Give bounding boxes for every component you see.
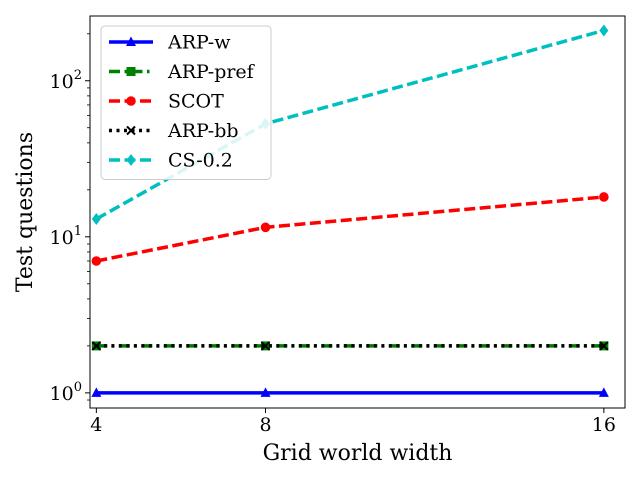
legend-item-cs-0-2: CS-0.2 (109, 150, 233, 172)
legend: ARP-w ARP-pref SCOT ARP-bb CS-0.2 (100, 25, 272, 180)
data-point-arp-w (260, 387, 271, 397)
y-tick-base: 10 (50, 227, 74, 249)
data-point-arp-w (598, 387, 609, 397)
series-arp-w (91, 387, 609, 397)
y-tick-base: 10 (50, 383, 74, 405)
y-axis-label: Test questions (13, 132, 38, 292)
data-point-cs-0-2 (91, 213, 101, 226)
data-point-arp-bb (260, 341, 271, 351)
data-point-scot (599, 192, 609, 202)
legend-label: CS-0.2 (168, 150, 233, 172)
data-point-scot (91, 256, 102, 266)
y-tick-label: 102 (50, 68, 82, 93)
legend-label: ARP-bb (167, 120, 239, 142)
marker-stroke (599, 341, 609, 351)
y-tick-exponent: 2 (74, 68, 82, 83)
data-point-scot (260, 222, 271, 233)
legend-marker (126, 125, 136, 136)
legend-marker (126, 154, 136, 166)
data-point-arp-bb (91, 341, 102, 351)
legend-frame (100, 25, 272, 180)
data-point-arp-w (91, 387, 102, 397)
legend-label: ARP-pref (167, 61, 256, 83)
marker-stroke (126, 125, 136, 136)
series-scot (91, 192, 609, 266)
y-tick-label: 100 (50, 380, 82, 405)
legend-label: SCOT (168, 91, 224, 113)
legend-marker (126, 96, 136, 106)
x-tick-label: 4 (90, 414, 102, 436)
y-tick-base: 10 (50, 71, 74, 93)
data-point-cs-0-2 (599, 24, 609, 37)
plot-frame (89, 15, 626, 409)
x-axis-ticks: 4 8 16 (90, 408, 616, 436)
legend-item-arp-w: ARP-w (109, 32, 231, 54)
legend-label: ARP-w (167, 32, 231, 54)
legend-item-scot: SCOT (109, 91, 224, 113)
y-tick-exponent: 1 (74, 224, 82, 239)
x-tick-label: 8 (259, 414, 271, 436)
legend-item-arp-pref: ARP-pref (109, 61, 256, 83)
y-tick-exponent: 0 (74, 380, 82, 395)
y-tick-label: 101 (50, 224, 82, 249)
x-axis-label: Grid world width (263, 441, 453, 466)
legend-item-arp-bb: ARP-bb (109, 120, 239, 142)
marker-stroke (91, 341, 102, 351)
marker-stroke (260, 341, 271, 351)
data-point-arp-bb (599, 341, 609, 351)
legend-marker (126, 67, 136, 76)
x-tick-label: 16 (592, 414, 616, 436)
legend-marker (126, 36, 136, 46)
series-arp-bb (91, 341, 609, 351)
